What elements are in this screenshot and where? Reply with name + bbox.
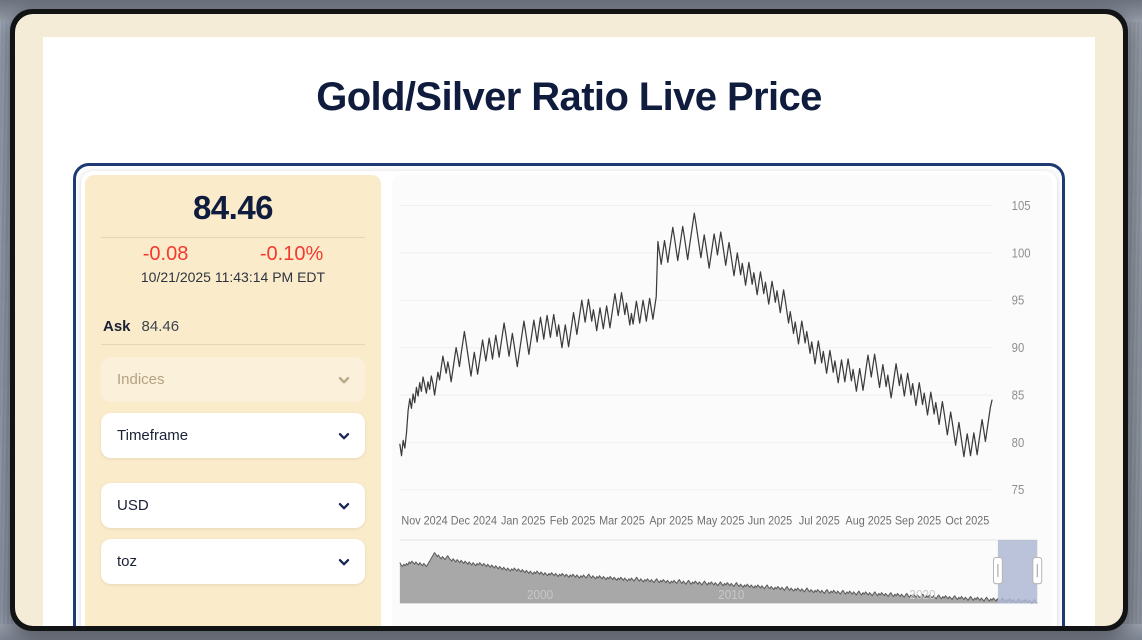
navigator-year-label: 2000 [527,587,553,602]
x-axis-tick: Jun 2025 [748,515,792,528]
x-axis-tick: Nov 2024 [401,515,448,528]
control-group: Indices Timeframe USD [101,345,365,584]
y-axis-tick: 90 [1012,340,1025,355]
y-axis-tick: 105 [1012,198,1031,213]
timeframe-select[interactable]: Timeframe [101,413,365,458]
x-axis-tick: Dec 2024 [451,515,498,528]
currency-select-label: USD [117,497,149,514]
change-absolute: -0.08 [142,243,189,265]
x-axis-tick: Jul 2025 [799,515,840,528]
current-price: 84.46 [192,189,274,226]
unit-select-label: toz [117,553,138,570]
x-axis-tick: Oct 2025 [945,515,989,528]
x-axis-tick: Sep 2025 [895,515,941,528]
cream-mat: Gold/Silver Ratio Live Price 84.46 -0.08… [15,14,1123,626]
navigator-year-label: 2020 [909,587,935,602]
indices-select-label: Indices [117,371,165,388]
y-axis-tick: 85 [1012,388,1025,403]
y-axis-tick: 100 [1012,246,1031,261]
x-axis-tick: Mar 2025 [599,515,645,528]
divider-below-ask [101,344,365,345]
indices-select[interactable]: Indices [101,357,365,402]
navigator-selection-window[interactable] [997,540,1038,604]
price-chart[interactable]: 75 80 85 90 95 100 105 Nov 2024 Dec 2024 Jan 202… [392,175,1053,626]
widget-card: 84.46 -0.08 -0.10% 10/21/2025 11:43:14 P… [81,171,1057,626]
navigator-area [399,552,1038,604]
x-axis-labels: Nov 2024 Dec 2024 Jan 2025 Feb 2025 Mar 2025… [401,515,989,528]
ask-value: 84.46 [141,318,180,335]
range-navigator[interactable]: 2000 2010 2020 [399,539,1043,604]
currency-select[interactable]: USD [101,483,365,528]
ask-row: Ask 84.46 [101,285,365,344]
y-axis-tick: 75 [1012,483,1025,498]
navigator-year-label: 2010 [718,587,744,602]
change-percent: -0.10% [259,243,324,265]
chart-gridlines [399,205,993,491]
x-axis-tick: May 2025 [697,515,744,528]
page-title: Gold/Silver Ratio Live Price [316,75,822,119]
navigator-line [399,552,1038,604]
unit-select[interactable]: toz [101,539,365,584]
price-line [399,212,993,458]
quote-timestamp: 10/21/2025 11:43:14 PM EDT [140,269,326,285]
web-page: Gold/Silver Ratio Live Price 84.46 -0.08… [43,37,1095,626]
ask-label: Ask [103,318,131,335]
x-axis-tick: Apr 2025 [649,515,693,528]
device-frame: Gold/Silver Ratio Live Price 84.46 -0.08… [10,9,1128,631]
price-widget: 84.46 -0.08 -0.10% 10/21/2025 11:43:14 P… [73,163,1065,626]
change-row: -0.08 -0.10% [101,238,365,266]
chevron-down-icon [338,432,350,439]
chevron-down-icon [338,376,350,383]
x-axis-tick: Jan 2025 [501,515,545,528]
chevron-down-icon [338,558,350,565]
chevron-down-icon [338,502,350,509]
x-axis-tick: Aug 2025 [846,515,892,528]
y-axis-labels: 75 80 85 90 95 100 105 [1012,198,1031,497]
y-axis-tick: 95 [1012,293,1025,308]
x-axis-tick: Feb 2025 [550,515,596,528]
quote-panel: 84.46 -0.08 -0.10% 10/21/2025 11:43:14 P… [85,175,381,626]
chart-panel[interactable]: 75 80 85 90 95 100 105 Nov 2024 Dec 2024 Jan 202… [392,175,1053,626]
timeframe-select-label: Timeframe [117,427,189,444]
y-axis-tick: 80 [1012,435,1025,450]
divider-above-change [101,237,365,238]
